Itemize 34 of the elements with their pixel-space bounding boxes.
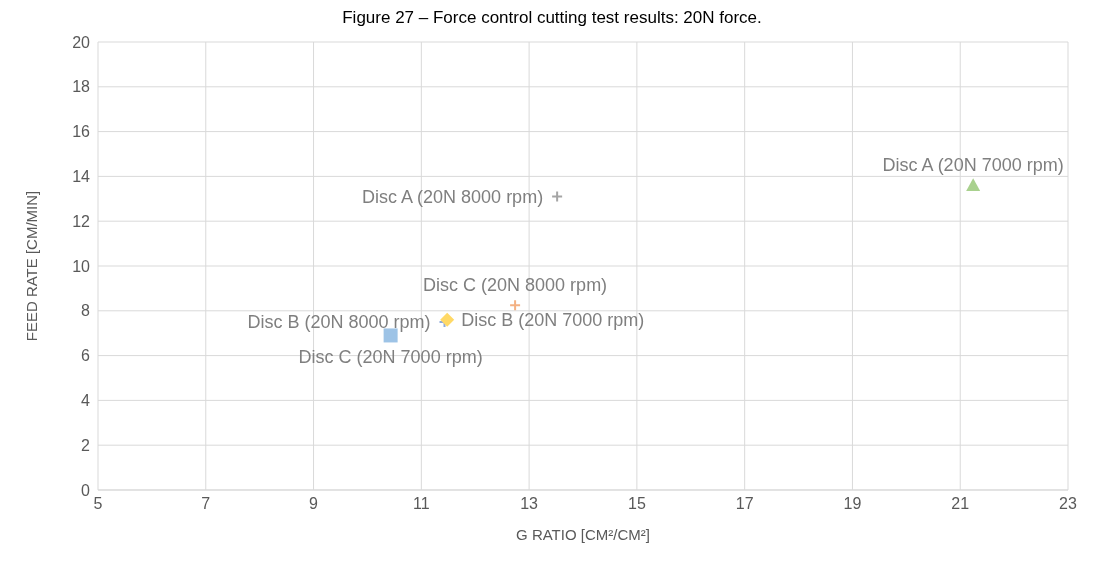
x-axis-title: G RATIO [CM²/CM²]	[516, 526, 650, 543]
y-tick-label: 0	[81, 481, 91, 499]
series-label: Disc C (20N 8000 rpm)	[423, 275, 608, 296]
x-tick-label: 13	[520, 495, 539, 513]
x-tick-label: 11	[413, 495, 430, 513]
chart-title: Figure 27 – Force control cutting test results: 20N force.	[341, 8, 763, 29]
x-tick-label: 9	[309, 495, 319, 513]
series-label: Disc A (20N 7000 rpm)	[882, 155, 1064, 176]
x-tick-label: 7	[201, 495, 211, 513]
y-tick-label: 8	[81, 302, 91, 320]
x-tick-label: 15	[627, 495, 646, 513]
y-tick-label: 12	[72, 212, 91, 230]
series-label: Disc C (20N 7000 rpm)	[298, 347, 483, 368]
y-tick-label: 16	[72, 123, 91, 141]
y-tick-label: 4	[81, 392, 91, 410]
point	[966, 178, 981, 191]
series-label: Disc B (20N 7000 rpm)	[461, 309, 645, 330]
point	[551, 190, 564, 203]
y-tick-label: 6	[81, 347, 91, 365]
series-label: Disc A (20N 8000 rpm)	[362, 186, 544, 207]
x-tick-label: 21	[951, 495, 970, 513]
point	[509, 299, 522, 312]
y-tick-label: 2	[81, 436, 91, 454]
x-tick-label: 23	[1059, 495, 1077, 513]
y-axis-title: FEED RATE [CM/MIN]	[23, 190, 41, 342]
x-tick-label: 5	[93, 495, 103, 513]
y-tick-label: 14	[72, 168, 91, 186]
y-tick-label: 20	[72, 33, 91, 51]
y-tick-label: 18	[72, 78, 91, 96]
y-tick-label: 10	[72, 257, 91, 275]
series-label: Disc B (20N 8000 rpm)	[247, 312, 431, 332]
x-tick-label: 17	[735, 495, 754, 513]
point	[440, 312, 455, 327]
x-tick-label: 19	[843, 495, 862, 513]
